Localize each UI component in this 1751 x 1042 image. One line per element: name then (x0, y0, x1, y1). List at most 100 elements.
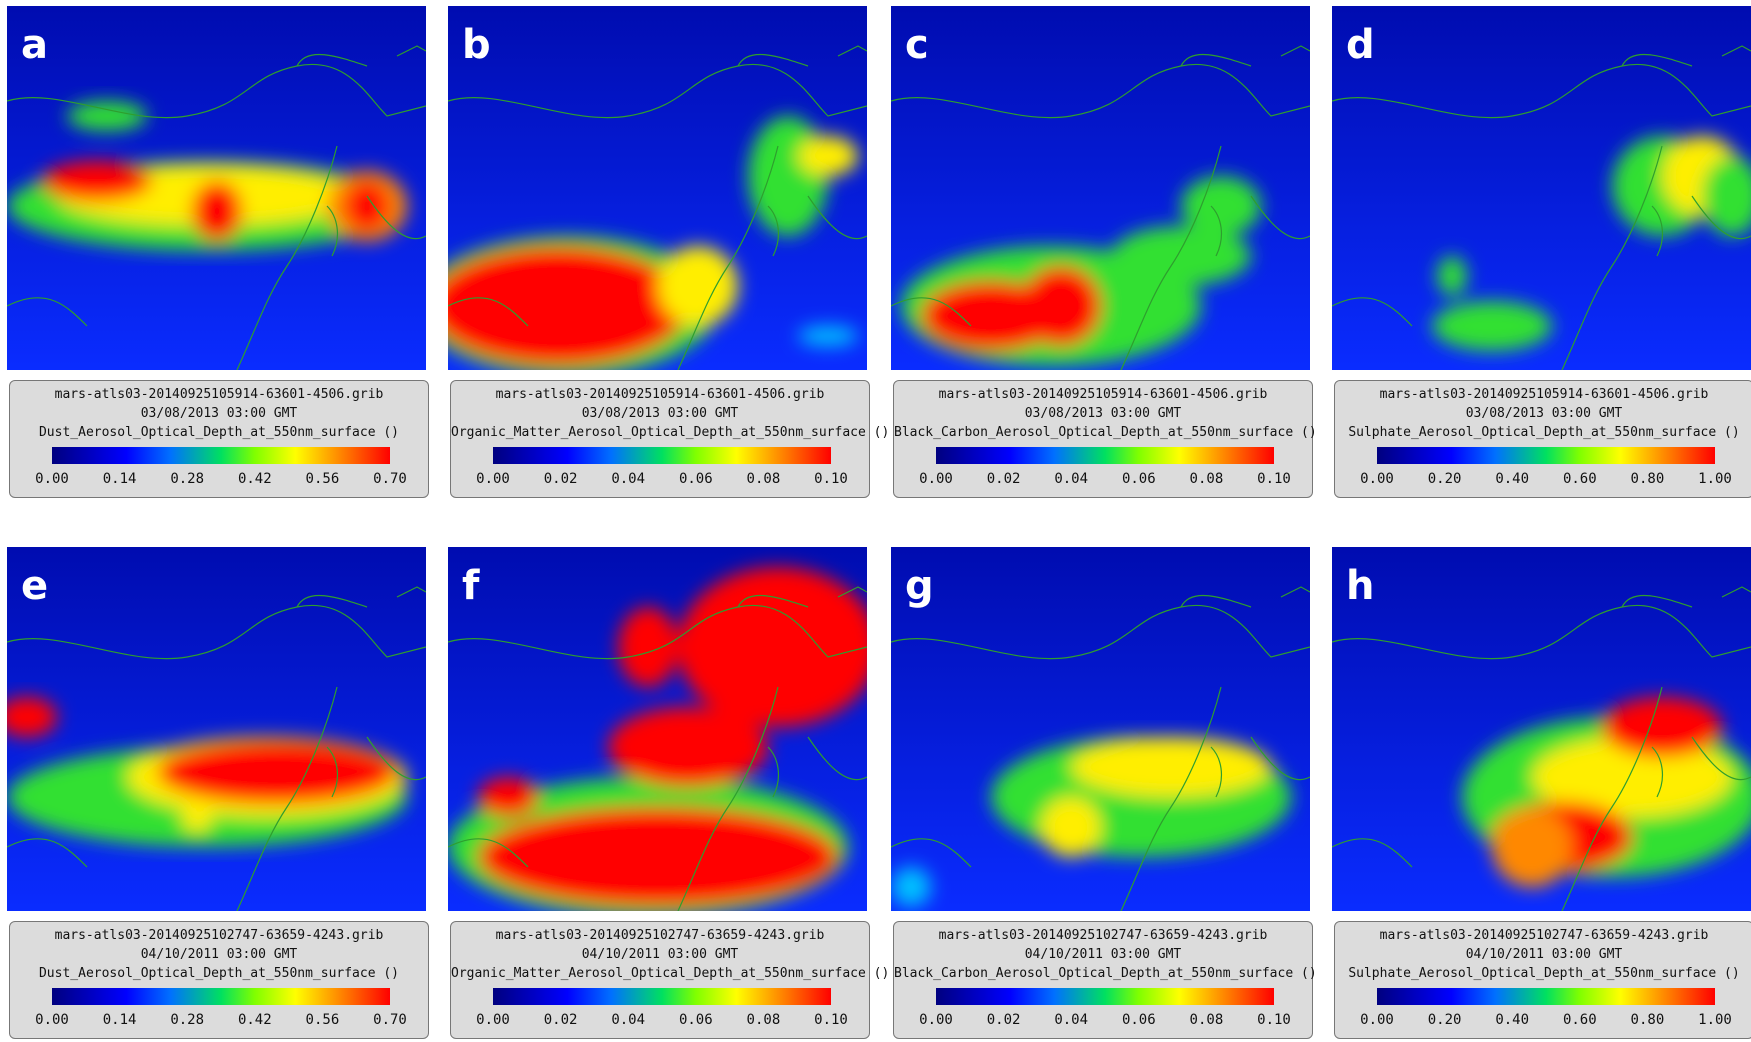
legend-file: mars-atls03-20140925102747-63659-4243.gr… (10, 926, 428, 945)
colorbar-tick: 0.06 (671, 1012, 721, 1028)
colorbar-tick: 0.10 (1249, 1012, 1299, 1028)
legend: mars-atls03-20140925102747-63659-4243.gr… (9, 921, 429, 1039)
colorbar-tick: 0.40 (1487, 471, 1537, 487)
colorbar-tick: 0.10 (1249, 471, 1299, 487)
colorbar-tick: 1.00 (1690, 471, 1740, 487)
legend-file: mars-atls03-20140925105914-63601-4506.gr… (10, 385, 428, 404)
legend-time: 04/10/2011 03:00 GMT (894, 945, 1312, 964)
panel-letter: a (21, 22, 48, 68)
panel-letter: c (905, 22, 929, 68)
aerosol-map: d (1332, 6, 1751, 370)
legend-file: mars-atls03-20140925102747-63659-4243.gr… (451, 926, 869, 945)
panel-letter: g (905, 563, 934, 609)
colorbar (1377, 447, 1715, 464)
map-background (7, 547, 426, 911)
colorbar (52, 988, 390, 1005)
colorbar-tick: 0.06 (1114, 471, 1164, 487)
colorbar-tick: 0.20 (1420, 471, 1470, 487)
aerosol-map: a (7, 6, 426, 370)
legend-time: 04/10/2011 03:00 GMT (451, 945, 869, 964)
panel-letter: d (1346, 22, 1375, 68)
colorbar-tick: 0.00 (27, 1012, 77, 1028)
legend: mars-atls03-20140925105914-63601-4506.gr… (1334, 380, 1751, 498)
colorbar-tick: 0.00 (1352, 471, 1402, 487)
legend-time: 03/08/2013 03:00 GMT (894, 404, 1312, 423)
legend-variable: Organic_Matter_Aerosol_Optical_Depth_at_… (451, 423, 869, 442)
colorbar (936, 988, 1274, 1005)
colorbar-tick: 0.28 (162, 1012, 212, 1028)
legend: mars-atls03-20140925102747-63659-4243.gr… (893, 921, 1313, 1039)
colorbar-tick: 0.00 (468, 471, 518, 487)
legend-variable: Sulphate_Aerosol_Optical_Depth_at_550nm_… (1335, 423, 1751, 442)
colorbar-tick: 0.04 (1046, 471, 1096, 487)
panel-letter: h (1346, 563, 1374, 609)
legend: mars-atls03-20140925105914-63601-4506.gr… (893, 380, 1313, 498)
colorbar (1377, 988, 1715, 1005)
colorbar-tick: 0.02 (536, 1012, 586, 1028)
colorbar-tick: 0.10 (806, 1012, 856, 1028)
colorbar-tick: 0.00 (911, 1012, 961, 1028)
panel-letter: b (462, 22, 491, 68)
legend: mars-atls03-20140925102747-63659-4243.gr… (1334, 921, 1751, 1039)
legend-variable: Dust_Aerosol_Optical_Depth_at_550nm_surf… (10, 423, 428, 442)
colorbar-tick: 0.60 (1555, 471, 1605, 487)
aerosol-map: f (448, 547, 867, 911)
colorbar-tick: 0.02 (979, 471, 1029, 487)
colorbar-tick: 0.06 (671, 471, 721, 487)
legend-variable: Black_Carbon_Aerosol_Optical_Depth_at_55… (894, 423, 1312, 442)
colorbar-tick: 0.14 (95, 471, 145, 487)
legend: mars-atls03-20140925105914-63601-4506.gr… (9, 380, 429, 498)
colorbar-tick: 0.00 (911, 471, 961, 487)
colorbar-tick: 0.20 (1420, 1012, 1470, 1028)
colorbar (493, 988, 831, 1005)
colorbar-tick: 0.70 (365, 471, 415, 487)
colorbar-tick: 0.00 (1352, 1012, 1402, 1028)
legend-file: mars-atls03-20140925105914-63601-4506.gr… (894, 385, 1312, 404)
colorbar-tick: 0.08 (738, 471, 788, 487)
colorbar-tick: 0.00 (27, 471, 77, 487)
legend-file: mars-atls03-20140925102747-63659-4243.gr… (1335, 926, 1751, 945)
legend-file: mars-atls03-20140925105914-63601-4506.gr… (451, 385, 869, 404)
colorbar-tick: 0.08 (738, 1012, 788, 1028)
panel-letter: e (21, 563, 48, 609)
legend-variable: Black_Carbon_Aerosol_Optical_Depth_at_55… (894, 964, 1312, 983)
colorbar-tick: 0.02 (979, 1012, 1029, 1028)
colorbar-tick: 0.28 (162, 471, 212, 487)
colorbar-tick: 0.80 (1622, 1012, 1672, 1028)
legend-variable: Dust_Aerosol_Optical_Depth_at_550nm_surf… (10, 964, 428, 983)
colorbar-tick: 0.04 (603, 1012, 653, 1028)
legend-time: 03/08/2013 03:00 GMT (1335, 404, 1751, 423)
legend-time: 04/10/2011 03:00 GMT (10, 945, 428, 964)
panel-letter: f (462, 563, 480, 609)
legend: mars-atls03-20140925105914-63601-4506.gr… (450, 380, 870, 498)
colorbar-tick: 0.70 (365, 1012, 415, 1028)
colorbar (52, 447, 390, 464)
colorbar-tick: 0.14 (95, 1012, 145, 1028)
legend-file: mars-atls03-20140925102747-63659-4243.gr… (894, 926, 1312, 945)
colorbar-tick: 0.42 (230, 1012, 280, 1028)
legend: mars-atls03-20140925102747-63659-4243.gr… (450, 921, 870, 1039)
aerosol-map: h (1332, 547, 1751, 911)
colorbar-tick: 0.60 (1555, 1012, 1605, 1028)
colorbar-tick: 1.00 (1690, 1012, 1740, 1028)
colorbar-tick: 0.06 (1114, 1012, 1164, 1028)
colorbar-tick: 0.04 (1046, 1012, 1096, 1028)
aerosol-map: g (891, 547, 1310, 911)
colorbar (493, 447, 831, 464)
map-background (891, 547, 1310, 911)
legend-time: 03/08/2013 03:00 GMT (10, 404, 428, 423)
colorbar-tick: 0.02 (536, 471, 586, 487)
colorbar-tick: 0.08 (1181, 1012, 1231, 1028)
legend-time: 04/10/2011 03:00 GMT (1335, 945, 1751, 964)
figure: a mars-atls03-20140925105914-63601-4506.g… (0, 0, 1751, 1042)
legend-variable: Organic_Matter_Aerosol_Optical_Depth_at_… (451, 964, 869, 983)
colorbar (936, 447, 1274, 464)
colorbar-tick: 0.08 (1181, 471, 1231, 487)
